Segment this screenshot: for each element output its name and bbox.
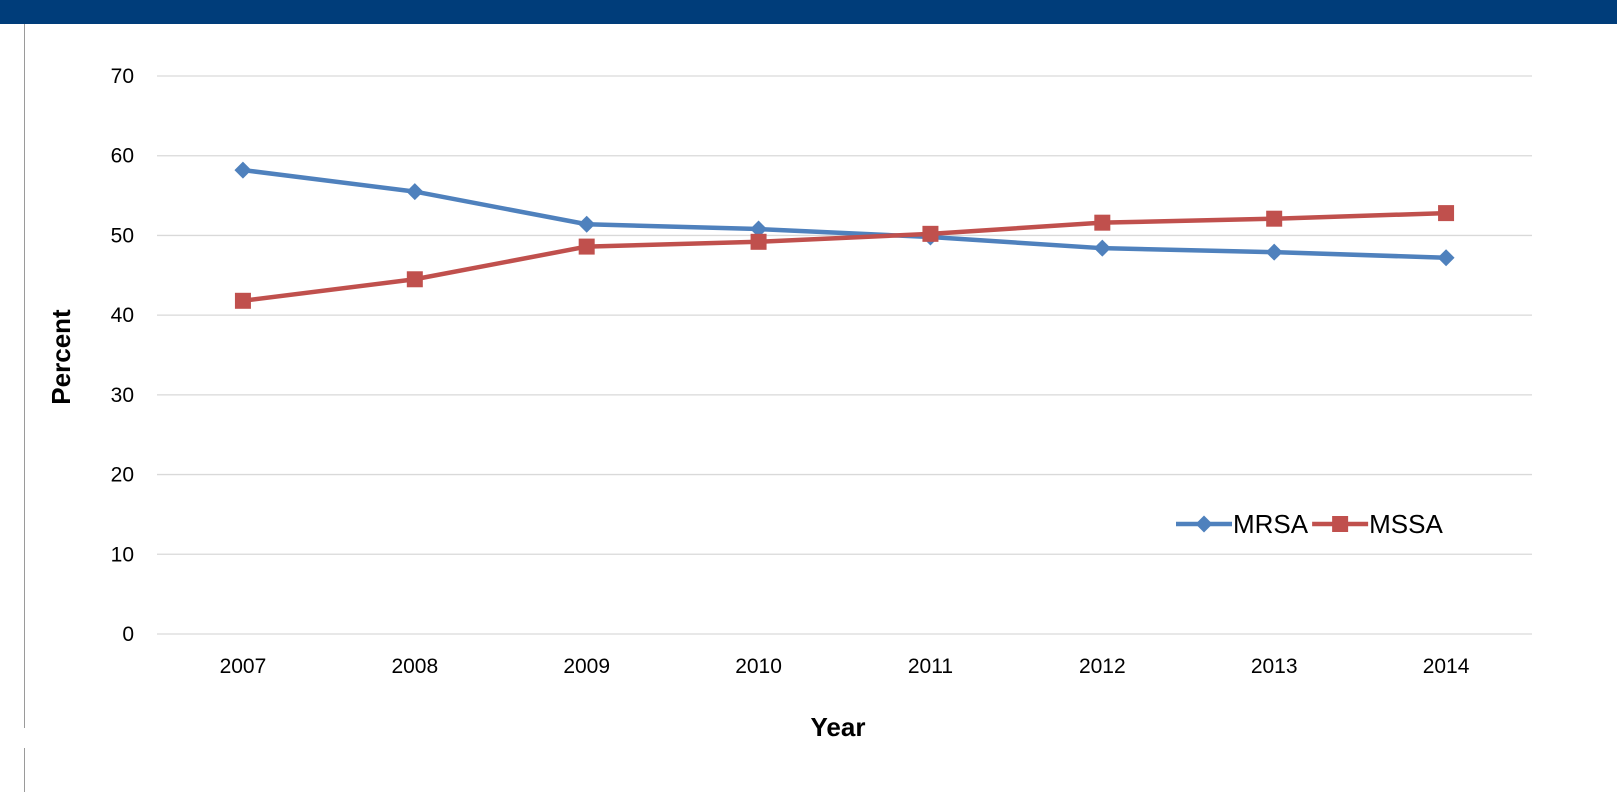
x-tick-label: 2010 bbox=[735, 655, 782, 678]
data-point-mrsa bbox=[1437, 249, 1455, 267]
data-point-mrsa bbox=[234, 161, 252, 179]
series-line-mssa bbox=[242, 210, 1447, 304]
x-tick-label: 2009 bbox=[563, 655, 610, 678]
y-tick-label: 50 bbox=[111, 224, 134, 247]
data-point-mrsa bbox=[406, 183, 424, 201]
x-tick-labels: 2007 2008 2009 2010 2011 2012 2013 2014 bbox=[220, 655, 1470, 678]
x-tick-label: 2013 bbox=[1251, 655, 1298, 678]
legend-label: MSSA bbox=[1369, 509, 1443, 539]
series-line-mrsa bbox=[242, 167, 1447, 260]
y-tick-label: 40 bbox=[111, 304, 134, 327]
data-point-mssa bbox=[1094, 214, 1111, 231]
data-point-mrsa bbox=[578, 215, 596, 233]
y-tick-label: 30 bbox=[111, 384, 134, 407]
data-point-mssa bbox=[750, 233, 767, 250]
legend-item-mrsa: MRSA bbox=[1176, 509, 1309, 539]
data-point-mssa bbox=[234, 292, 251, 309]
legend-swatch-marker bbox=[1332, 516, 1349, 532]
data-point-mssa bbox=[406, 271, 423, 288]
legend-item-mssa: MSSA bbox=[1312, 509, 1443, 539]
left-border-gap bbox=[24, 728, 25, 748]
grid-lines bbox=[157, 75, 1532, 635]
data-point-mrsa bbox=[750, 220, 768, 238]
series-layer bbox=[234, 161, 1455, 309]
data-point-mrsa bbox=[1093, 239, 1111, 257]
y-tick-label: 70 bbox=[111, 65, 134, 88]
x-tick-label: 2012 bbox=[1079, 655, 1126, 678]
x-tick-label: 2011 bbox=[908, 655, 953, 678]
x-axis-title: Year bbox=[811, 712, 866, 742]
data-point-mssa bbox=[578, 238, 595, 255]
left-border-rule bbox=[24, 24, 25, 792]
data-point-mrsa bbox=[1265, 243, 1283, 261]
series-mssa bbox=[234, 205, 1455, 309]
y-tick-label: 60 bbox=[111, 145, 134, 168]
data-point-mssa bbox=[922, 225, 939, 242]
data-point-mssa bbox=[1266, 210, 1283, 227]
y-tick-label: 20 bbox=[111, 464, 134, 487]
legend-label: MRSA bbox=[1233, 509, 1309, 539]
legend-swatch-marker bbox=[1195, 515, 1213, 533]
y-tick-label: 10 bbox=[111, 543, 134, 566]
data-point-mssa bbox=[1438, 205, 1455, 222]
x-tick-label: 2008 bbox=[391, 655, 438, 678]
series-mrsa bbox=[234, 161, 1455, 267]
legend: MRSA MSSA bbox=[1176, 509, 1443, 539]
y-tick-label: 0 bbox=[122, 623, 134, 646]
x-tick-label: 2007 bbox=[220, 655, 267, 678]
y-axis-title: Percent bbox=[46, 309, 76, 405]
header-band bbox=[0, 0, 1617, 24]
x-tick-label: 2014 bbox=[1423, 655, 1470, 678]
y-tick-labels: 0 10 20 30 40 50 60 70 bbox=[111, 65, 134, 646]
